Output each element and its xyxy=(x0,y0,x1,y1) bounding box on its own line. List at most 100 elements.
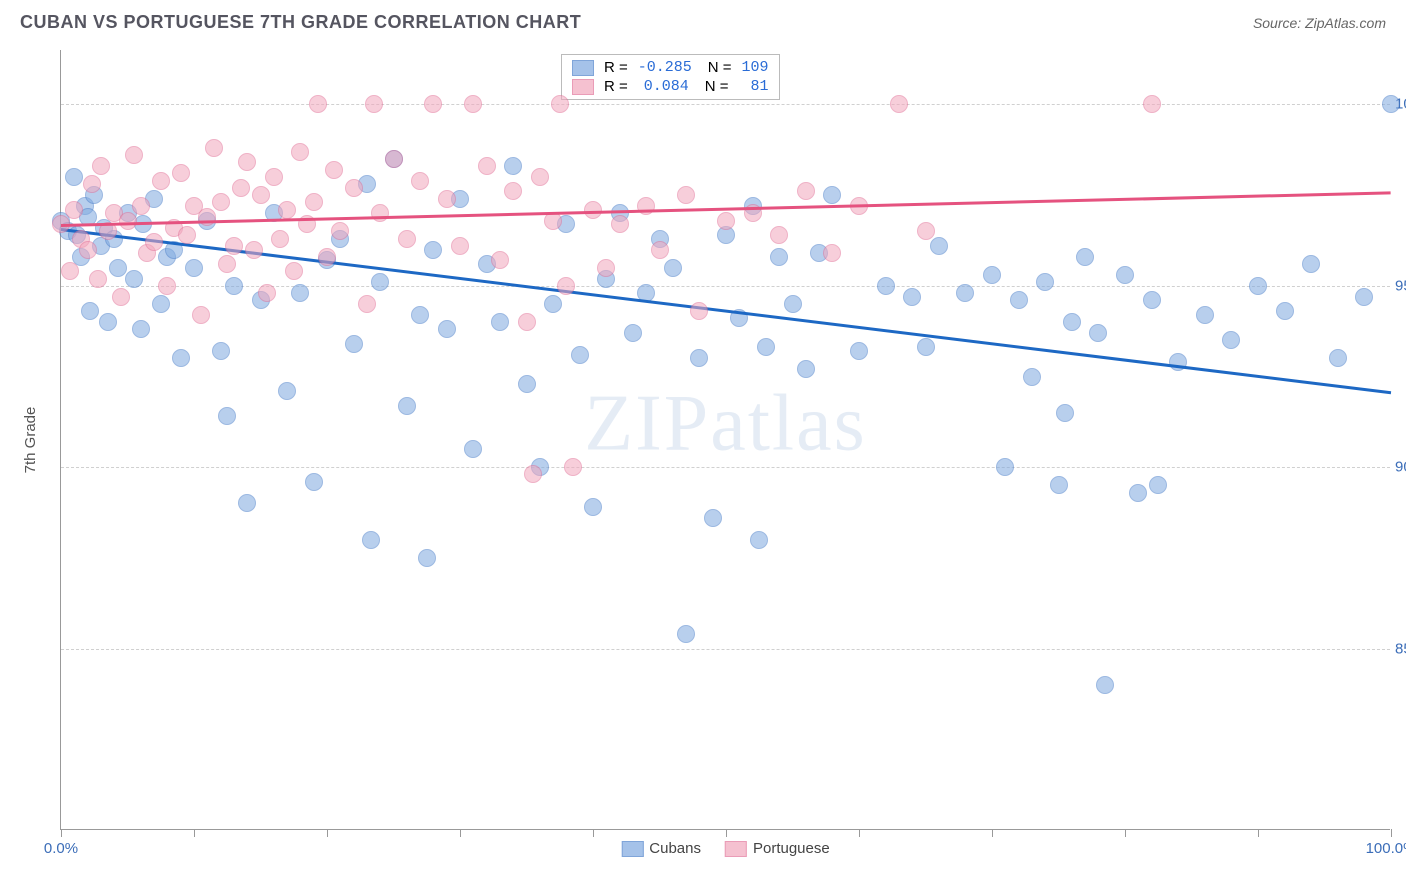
scatter-point-portuguese xyxy=(531,168,549,186)
scatter-point-cubans xyxy=(1249,277,1267,295)
scatter-point-portuguese xyxy=(278,201,296,219)
scatter-point-cubans xyxy=(1355,288,1373,306)
n-value-portuguese: 81 xyxy=(751,78,769,95)
scatter-point-cubans xyxy=(152,295,170,313)
scatter-point-portuguese xyxy=(331,222,349,240)
scatter-point-portuguese xyxy=(218,255,236,273)
scatter-point-cubans xyxy=(797,360,815,378)
scatter-point-portuguese xyxy=(79,241,97,259)
scatter-point-cubans xyxy=(291,284,309,302)
scatter-point-cubans xyxy=(1036,273,1054,291)
scatter-point-portuguese xyxy=(325,161,343,179)
scatter-point-portuguese xyxy=(597,259,615,277)
scatter-point-portuguese xyxy=(125,146,143,164)
scatter-point-portuguese xyxy=(205,139,223,157)
scatter-point-cubans xyxy=(132,320,150,338)
scatter-point-cubans xyxy=(371,273,389,291)
scatter-point-cubans xyxy=(65,168,83,186)
scatter-point-cubans xyxy=(491,313,509,331)
scatter-point-cubans xyxy=(172,349,190,367)
scatter-point-portuguese xyxy=(225,237,243,255)
scatter-point-cubans xyxy=(677,625,695,643)
scatter-point-portuguese xyxy=(464,95,482,113)
scatter-point-portuguese xyxy=(252,186,270,204)
legend-stats-row-portuguese: R = 0.084 N = 81 xyxy=(572,78,769,95)
scatter-point-portuguese xyxy=(112,288,130,306)
scatter-point-cubans xyxy=(571,346,589,364)
scatter-point-cubans xyxy=(418,549,436,567)
scatter-point-cubans xyxy=(823,186,841,204)
scatter-point-cubans xyxy=(362,531,380,549)
x-tick xyxy=(61,829,62,837)
chart-title: CUBAN VS PORTUGUESE 7TH GRADE CORRELATIO… xyxy=(20,12,581,33)
scatter-point-cubans xyxy=(398,397,416,415)
scatter-point-portuguese xyxy=(551,95,569,113)
source-label: Source: ZipAtlas.com xyxy=(1253,15,1386,31)
scatter-point-cubans xyxy=(1050,476,1068,494)
header: CUBAN VS PORTUGUESE 7TH GRADE CORRELATIO… xyxy=(0,0,1406,41)
scatter-point-portuguese xyxy=(83,175,101,193)
scatter-point-portuguese xyxy=(305,193,323,211)
scatter-point-cubans xyxy=(956,284,974,302)
scatter-point-cubans xyxy=(784,295,802,313)
scatter-point-portuguese xyxy=(564,458,582,476)
scatter-point-cubans xyxy=(770,248,788,266)
scatter-point-portuguese xyxy=(677,186,695,204)
scatter-point-cubans xyxy=(1056,404,1074,422)
r-value-portuguese: 0.084 xyxy=(644,78,689,95)
scatter-point-portuguese xyxy=(285,262,303,280)
scatter-point-cubans xyxy=(212,342,230,360)
x-tick xyxy=(992,829,993,837)
scatter-point-cubans xyxy=(1116,266,1134,284)
scatter-point-portuguese xyxy=(398,230,416,248)
legend-item-portuguese: Portuguese xyxy=(725,840,830,857)
gridline xyxy=(61,467,1390,468)
scatter-point-portuguese xyxy=(478,157,496,175)
scatter-point-portuguese xyxy=(524,465,542,483)
scatter-point-portuguese xyxy=(198,208,216,226)
scatter-point-cubans xyxy=(903,288,921,306)
n-label: N = xyxy=(708,59,732,76)
watermark: ZIPatlas xyxy=(584,378,867,469)
scatter-point-portuguese xyxy=(152,172,170,190)
scatter-point-cubans xyxy=(305,473,323,491)
scatter-point-portuguese xyxy=(385,150,403,168)
scatter-point-portuguese xyxy=(61,262,79,280)
x-tick xyxy=(859,829,860,837)
scatter-point-cubans xyxy=(185,259,203,277)
swatch-portuguese xyxy=(572,79,594,95)
scatter-point-cubans xyxy=(464,440,482,458)
plot-area: ZIPatlas R = -0.285 N = 109 R = 0.084 N … xyxy=(60,50,1390,830)
scatter-point-cubans xyxy=(125,270,143,288)
scatter-point-portuguese xyxy=(92,157,110,175)
scatter-point-cubans xyxy=(1143,291,1161,309)
scatter-point-portuguese xyxy=(245,241,263,259)
chart-container: CUBAN VS PORTUGUESE 7TH GRADE CORRELATIO… xyxy=(0,0,1406,892)
x-tick-label: 100.0% xyxy=(1366,840,1406,857)
scatter-point-cubans xyxy=(438,320,456,338)
swatch-cubans xyxy=(572,60,594,76)
scatter-point-cubans xyxy=(757,338,775,356)
scatter-point-portuguese xyxy=(637,197,655,215)
x-tick xyxy=(1391,829,1392,837)
scatter-point-portuguese xyxy=(318,248,336,266)
scatter-point-cubans xyxy=(1302,255,1320,273)
scatter-point-portuguese xyxy=(797,182,815,200)
scatter-point-cubans xyxy=(1382,95,1400,113)
scatter-point-cubans xyxy=(1010,291,1028,309)
scatter-point-cubans xyxy=(1329,349,1347,367)
n-label: N = xyxy=(705,78,729,95)
scatter-point-cubans xyxy=(690,349,708,367)
gridline xyxy=(61,649,1390,650)
scatter-point-cubans xyxy=(504,157,522,175)
scatter-point-cubans xyxy=(1023,368,1041,386)
legend-stats-row-cubans: R = -0.285 N = 109 xyxy=(572,59,769,76)
scatter-point-portuguese xyxy=(238,153,256,171)
scatter-point-portuguese xyxy=(258,284,276,302)
x-tick xyxy=(327,829,328,837)
scatter-point-cubans xyxy=(1222,331,1240,349)
scatter-point-portuguese xyxy=(291,143,309,161)
scatter-point-portuguese xyxy=(424,95,442,113)
scatter-point-portuguese xyxy=(451,237,469,255)
scatter-point-cubans xyxy=(1096,676,1114,694)
